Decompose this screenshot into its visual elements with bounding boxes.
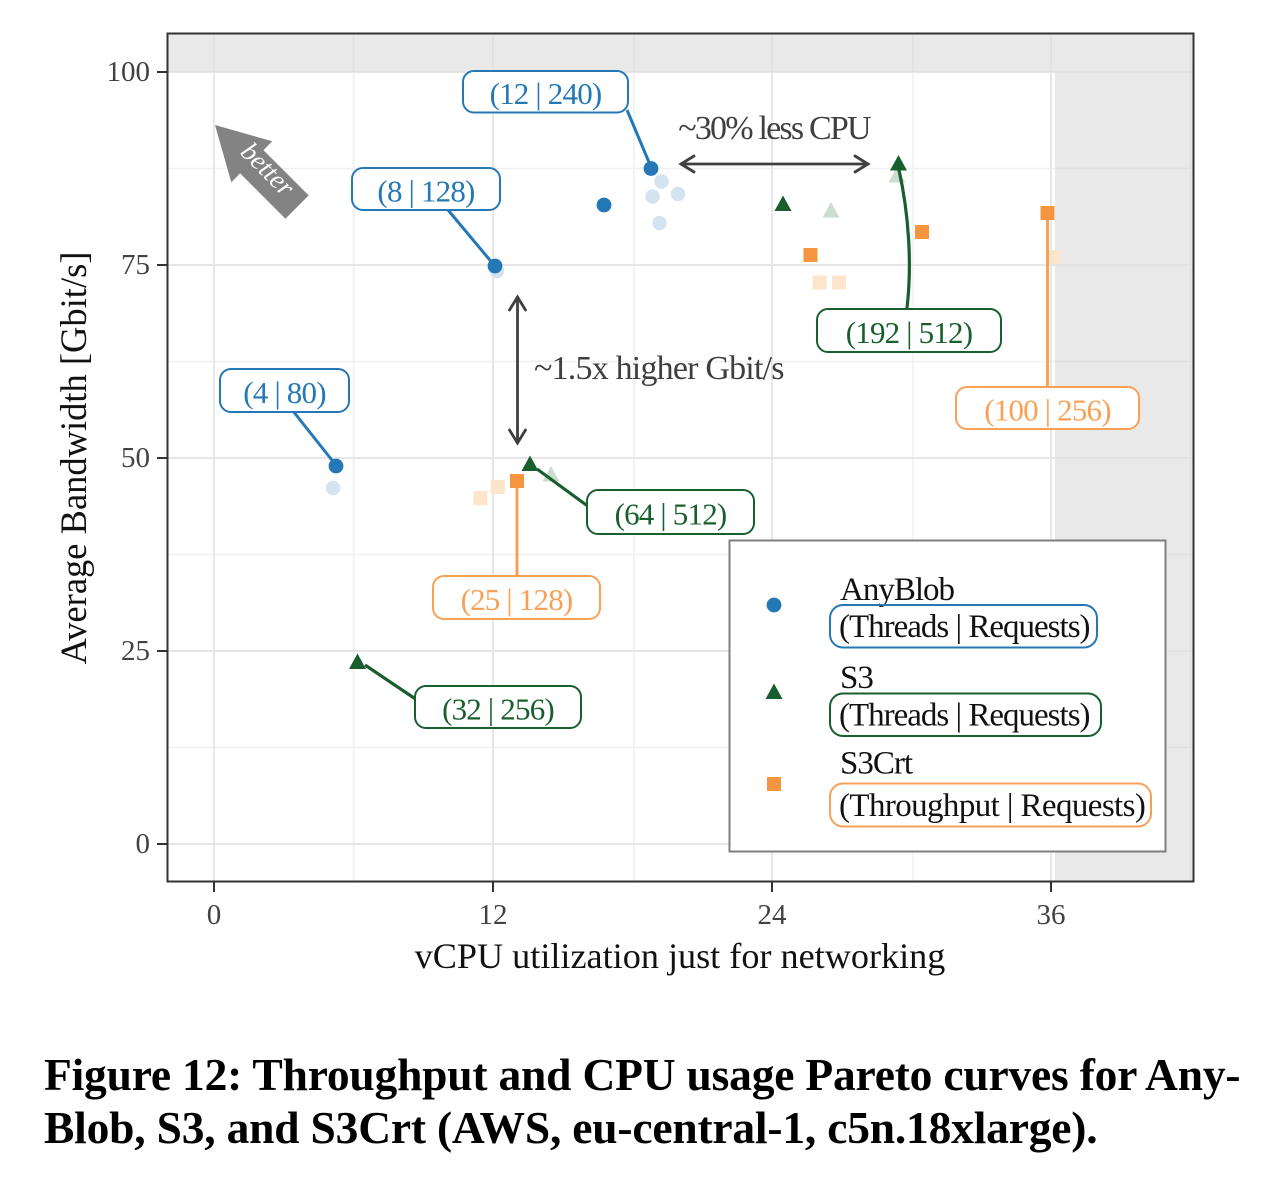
svg-text:25: 25 bbox=[121, 635, 150, 667]
svg-text:Average Bandwidth [Gbit/s]: Average Bandwidth [Gbit/s] bbox=[53, 252, 94, 665]
svg-text:Blob, S3, and S3Crt (AWS, eu-c: Blob, S3, and S3Crt (AWS, eu-central-1, … bbox=[44, 1102, 1097, 1153]
svg-text:S3Crt: S3Crt bbox=[840, 746, 913, 782]
svg-text:100: 100 bbox=[107, 56, 151, 88]
svg-text:24: 24 bbox=[758, 899, 788, 931]
svg-text:(Threads | Requests): (Threads | Requests) bbox=[839, 609, 1090, 645]
svg-text:S3: S3 bbox=[840, 660, 873, 696]
svg-text:36: 36 bbox=[1037, 899, 1066, 931]
svg-text:Figure 12: Throughput and CPU: Figure 12: Throughput and CPU usage Pare… bbox=[44, 1049, 1240, 1100]
svg-text:(8 | 128): (8 | 128) bbox=[377, 174, 474, 209]
svg-text:0: 0 bbox=[207, 899, 222, 931]
svg-text:AnyBlob: AnyBlob bbox=[840, 572, 955, 608]
svg-text:(100 | 256): (100 | 256) bbox=[984, 393, 1111, 428]
svg-text:50: 50 bbox=[121, 442, 150, 474]
svg-text:0: 0 bbox=[136, 828, 151, 860]
svg-text:(64 | 512): (64 | 512) bbox=[615, 497, 727, 532]
svg-text:(4 | 80): (4 | 80) bbox=[243, 375, 325, 410]
svg-text:~1.5x higher Gbit/s: ~1.5x higher Gbit/s bbox=[534, 350, 784, 387]
svg-text:(Throughput | Requests): (Throughput | Requests) bbox=[839, 788, 1145, 824]
svg-text:(32 | 256): (32 | 256) bbox=[442, 692, 554, 727]
svg-text:(192 | 512): (192 | 512) bbox=[846, 315, 973, 350]
svg-text:(Threads | Requests): (Threads | Requests) bbox=[839, 698, 1090, 734]
svg-text:~30% less CPU: ~30% less CPU bbox=[678, 110, 871, 147]
svg-text:vCPU utilization just for netw: vCPU utilization just for networking bbox=[415, 936, 946, 976]
svg-text:12: 12 bbox=[479, 899, 508, 931]
svg-text:75: 75 bbox=[121, 249, 150, 281]
svg-text:(25 | 128): (25 | 128) bbox=[461, 582, 573, 617]
svg-text:(12 | 240): (12 | 240) bbox=[490, 76, 602, 111]
